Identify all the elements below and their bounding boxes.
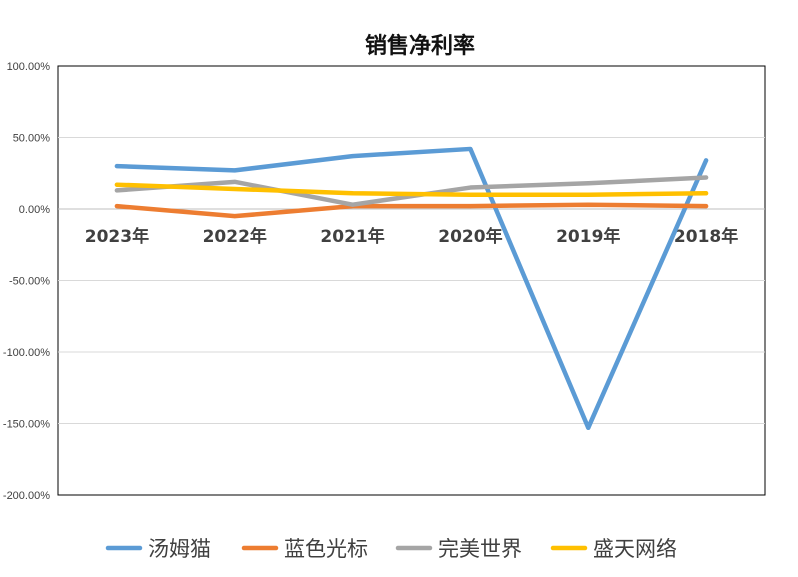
x-tick-label: 2020年 <box>438 226 502 247</box>
x-tick-label: 2019年 <box>556 226 620 247</box>
chart-title: 销售净利率 <box>364 34 475 59</box>
data-point <box>586 202 591 207</box>
legend-label: 蓝色光标 <box>284 537 368 561</box>
y-tick-label: 100.00% <box>7 61 51 73</box>
series-line <box>114 175 709 207</box>
x-tick-label: 2018年 <box>674 226 738 247</box>
y-tick-label: 0.00% <box>19 204 50 216</box>
y-tick-label: 50.00% <box>13 133 51 145</box>
data-point <box>232 179 237 184</box>
data-point <box>704 158 709 163</box>
legend: 汤姆猫 蓝色光标 完美世界 盛天网络 <box>105 537 677 561</box>
data-point <box>468 192 473 197</box>
series-盛天网络 <box>114 182 709 197</box>
legend-label: 完美世界 <box>438 537 522 561</box>
y-tick-label: -150.00% <box>3 419 50 431</box>
data-point <box>468 204 473 209</box>
x-tick-label: 2022年 <box>203 226 267 247</box>
data-point <box>704 175 709 180</box>
legend-label: 汤姆猫 <box>148 537 211 561</box>
data-point <box>232 214 237 219</box>
data-point <box>350 191 355 196</box>
x-tick-label: 2021年 <box>320 226 384 247</box>
data-point <box>114 188 119 193</box>
data-point <box>704 191 709 196</box>
series-line <box>114 202 709 219</box>
series-汤姆猫 <box>114 146 709 431</box>
series-line <box>114 146 709 431</box>
data-point <box>350 202 355 207</box>
data-point <box>704 204 709 209</box>
data-point <box>586 181 591 186</box>
y-tick-label: -100.00% <box>3 347 50 359</box>
data-point <box>114 164 119 169</box>
data-point <box>350 154 355 159</box>
y-axis: 100.00% 50.00% 0.00% -50.00% -100.00% -150.00… <box>3 61 765 502</box>
legend-label: 盛天网络 <box>593 537 677 561</box>
series-line <box>114 182 709 197</box>
data-point <box>232 186 237 191</box>
x-axis: 2023年 2022年 2021年 2020年 2019年 2018年 <box>85 226 738 247</box>
data-point <box>114 182 119 187</box>
data-point <box>232 168 237 173</box>
data-point <box>114 204 119 209</box>
data-point <box>586 425 591 430</box>
series-完美世界 <box>114 175 709 207</box>
y-tick-label: -50.00% <box>9 276 50 288</box>
data-point <box>468 146 473 151</box>
data-point <box>586 192 591 197</box>
y-tick-label: -200.00% <box>3 490 50 502</box>
series-蓝色光标 <box>114 202 709 219</box>
data-point <box>468 185 473 190</box>
x-tick-label: 2023年 <box>85 226 149 247</box>
